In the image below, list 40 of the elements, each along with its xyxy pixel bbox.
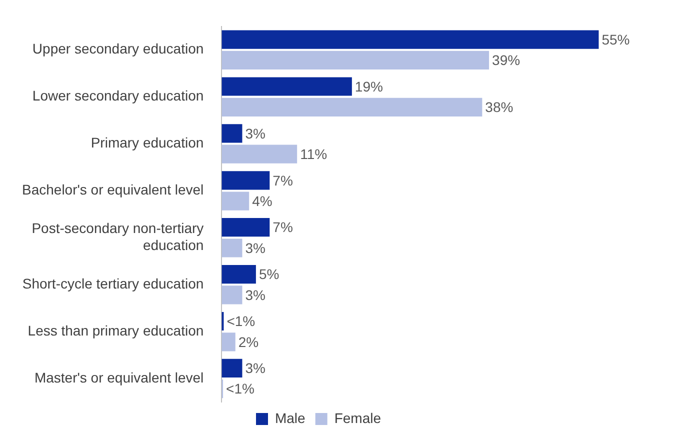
y-tick-label: Upper secondary education xyxy=(32,40,204,57)
data-label: 55% xyxy=(602,31,630,48)
bar xyxy=(222,50,490,70)
data-label: 5% xyxy=(258,266,280,282)
y-tick-label: Master's or equivalent level xyxy=(34,369,204,386)
data-label: 3% xyxy=(245,240,266,256)
data-label: 2% xyxy=(238,334,259,350)
data-label: 4% xyxy=(252,192,272,209)
legend-label: Female xyxy=(334,410,382,426)
y-tick-label: Bachelor's or equivalent level xyxy=(22,182,204,198)
bar xyxy=(222,265,256,284)
data-label: <1% xyxy=(226,380,254,397)
bar xyxy=(222,238,242,258)
data-label: 39% xyxy=(492,52,520,68)
bar xyxy=(222,30,599,49)
bar xyxy=(222,218,270,237)
bar xyxy=(222,144,298,164)
bar xyxy=(222,98,482,116)
data-label: 3% xyxy=(245,286,266,303)
y-tick-label: Less than primary education xyxy=(28,322,204,338)
y-tick-label: Short-cycle tertiary education xyxy=(22,275,204,292)
data-label: 19% xyxy=(354,78,383,94)
data-label: 7% xyxy=(272,172,293,188)
bar xyxy=(222,358,242,378)
data-label: <1% xyxy=(226,313,256,330)
bar xyxy=(222,286,242,304)
y-tick-label: Primary education xyxy=(90,134,204,151)
bar xyxy=(222,124,242,143)
data-label: 3% xyxy=(245,125,266,142)
bar xyxy=(222,77,352,96)
legend-label: Male xyxy=(274,410,306,426)
bar xyxy=(222,332,236,352)
y-tick-label: Lower secondary education xyxy=(32,88,204,104)
bar xyxy=(222,171,270,190)
y-tick-label: Post-secondary non-tertiary education xyxy=(32,220,204,253)
data-label: 3% xyxy=(245,360,266,376)
data-label: 11% xyxy=(300,146,328,162)
bar xyxy=(222,192,250,210)
data-label: 38% xyxy=(485,99,514,116)
data-label: 7% xyxy=(272,219,293,236)
